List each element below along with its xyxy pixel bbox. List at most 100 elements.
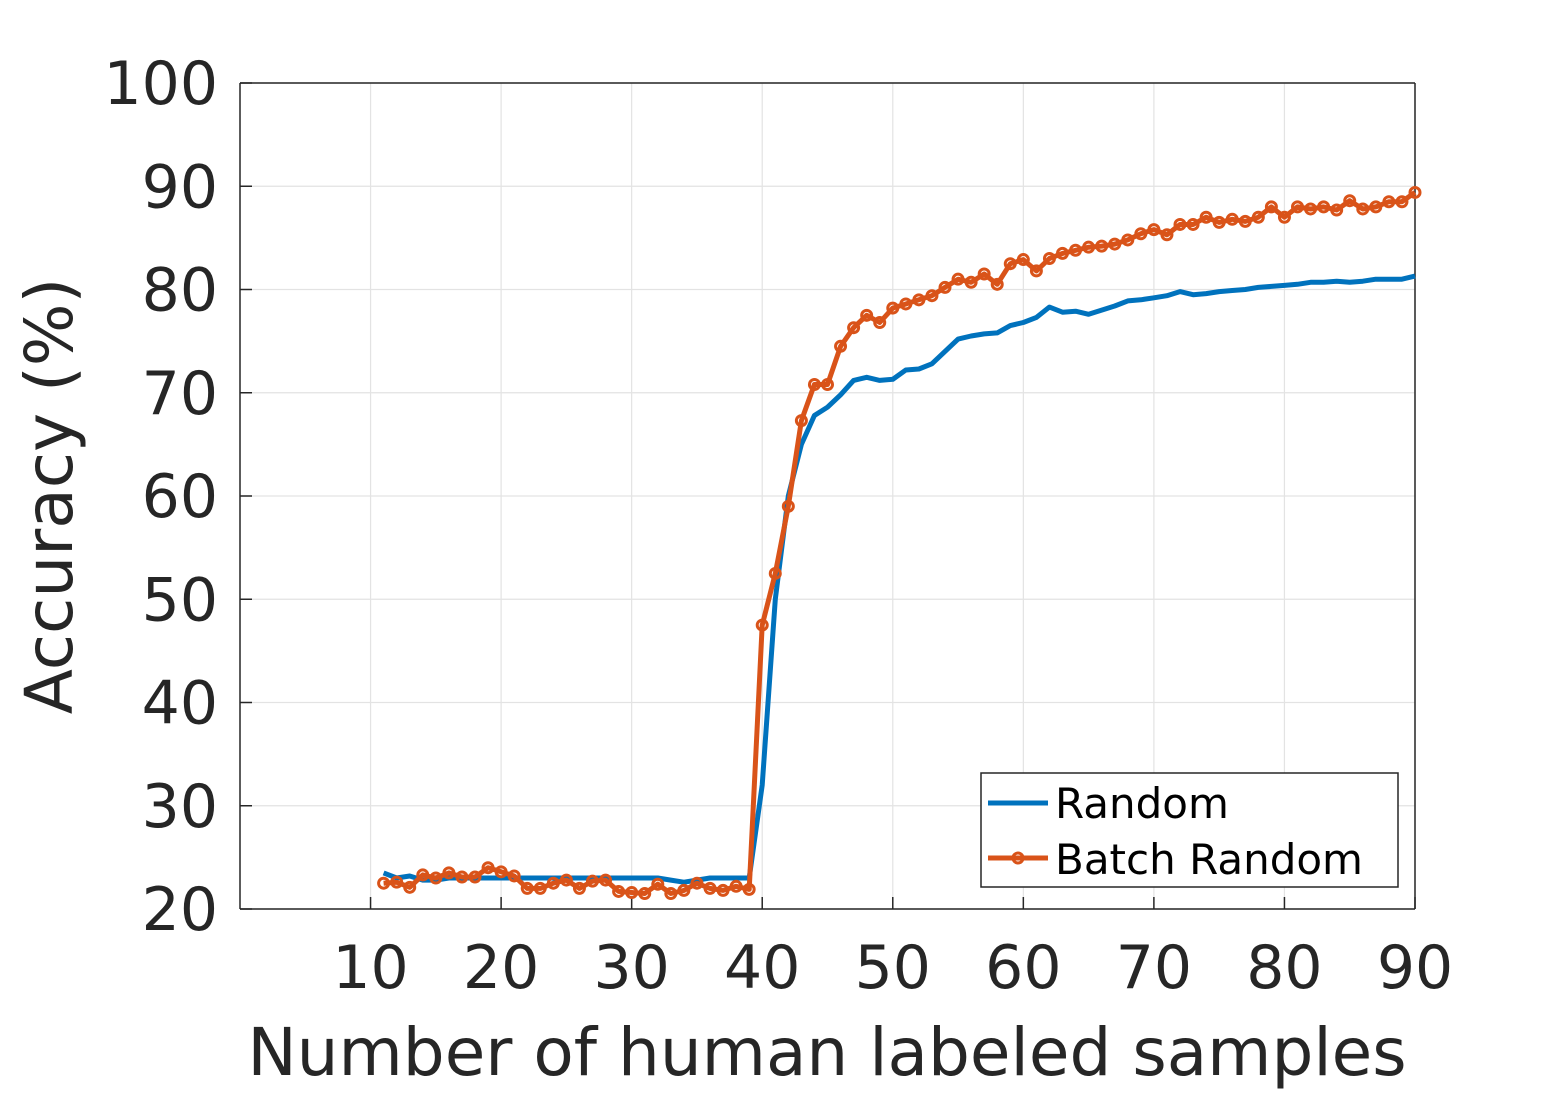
data-point: [1343, 194, 1357, 208]
data-point: [638, 887, 652, 901]
data-point: [768, 566, 782, 580]
data-point: [847, 321, 861, 335]
data-point: [1251, 210, 1265, 224]
data-point: [651, 877, 665, 891]
y-tick-label: 80: [142, 256, 218, 326]
y-tick-label: 50: [142, 565, 218, 635]
x-tick-label: 90: [1377, 933, 1453, 1003]
y-tick-label: 90: [142, 152, 218, 222]
data-point: [416, 868, 430, 882]
data-point: [1382, 195, 1396, 209]
data-point: [572, 881, 586, 895]
data-point: [1212, 215, 1226, 229]
data-point: [468, 870, 482, 884]
data-point: [390, 875, 404, 889]
x-tick-label: 30: [593, 933, 669, 1003]
data-point: [873, 316, 887, 330]
data-point: [1042, 252, 1056, 266]
data-point: [1304, 202, 1318, 216]
data-point: [559, 873, 573, 887]
data-point: [1238, 214, 1252, 228]
y-tick-label: 20: [142, 875, 218, 945]
legend-label-random: Random: [1055, 779, 1229, 828]
data-point: [1173, 217, 1187, 231]
ticks: 10 20 30 40 50 60 70 80 90 20 30 40 50 60 70 80 90 100: [103, 49, 1453, 1003]
data-point: [1395, 195, 1409, 209]
y-tick-label: 30: [142, 772, 218, 842]
data-point: [1095, 239, 1109, 253]
legend-box: [980, 772, 1399, 888]
x-tick-label: 50: [855, 933, 931, 1003]
data-point: [1291, 200, 1304, 214]
data-point: [1121, 233, 1135, 247]
x-tick-label: 80: [1246, 933, 1322, 1003]
data-point: [781, 499, 795, 513]
series-line: [383, 190, 1417, 896]
x-tick-label: 20: [463, 933, 539, 1003]
data-point: [1264, 200, 1278, 214]
data-point: [807, 377, 821, 391]
x-tick-label: 60: [985, 933, 1061, 1003]
data-point: [612, 884, 626, 898]
data-point: [690, 876, 704, 890]
data-point: [1356, 202, 1370, 216]
data-point: [1147, 223, 1161, 237]
data-point: [586, 874, 599, 888]
series: [377, 185, 1422, 901]
data-point: [1369, 200, 1383, 214]
data-point: [834, 339, 848, 353]
data-point: [977, 267, 991, 281]
data-point: [1317, 200, 1331, 214]
data-point: [860, 308, 874, 322]
data-point: [938, 280, 952, 294]
legend-marker-batch-random: [1011, 851, 1025, 865]
data-point: [990, 277, 1004, 291]
data-point: [1186, 217, 1200, 231]
data-point: [755, 618, 769, 632]
x-axis-title: Number of human labeled samples: [247, 1014, 1406, 1091]
data-point: [951, 272, 965, 286]
data-point: [520, 881, 534, 895]
data-point: [442, 866, 456, 880]
data-point: [794, 414, 808, 428]
data-point: [886, 301, 900, 315]
data-point: [1082, 240, 1096, 254]
data-point: [1408, 185, 1422, 199]
data-point: [742, 882, 756, 896]
data-point: [377, 876, 391, 890]
y-axis-title: Accuracy (%): [11, 278, 88, 715]
x-tick-label: 70: [1116, 933, 1192, 1003]
data-point: [1277, 210, 1291, 224]
data-point: [1160, 228, 1174, 242]
x-tick-label: 10: [332, 933, 408, 1003]
data-point: [703, 881, 717, 895]
data-point: [899, 297, 913, 311]
legend-label-batch-random: Batch Random: [1055, 835, 1363, 884]
data-point: [599, 873, 613, 887]
data-point: [729, 879, 743, 893]
data-point: [1003, 257, 1017, 271]
data-point: [1069, 243, 1083, 257]
data-point: [964, 275, 978, 289]
data-point: [403, 880, 417, 894]
data-point: [1134, 227, 1148, 241]
data-point: [1225, 212, 1239, 226]
data-point: [1029, 264, 1043, 278]
data-point: [1056, 246, 1069, 260]
data-point: [507, 869, 521, 883]
series-batch-random: [377, 185, 1422, 901]
data-point: [455, 870, 469, 884]
data-point: [821, 377, 834, 391]
data-point: [925, 289, 939, 303]
data-point: [716, 883, 730, 897]
data-point: [1016, 253, 1030, 267]
y-tick-label: 70: [142, 359, 218, 429]
y-tick-label: 40: [142, 669, 218, 739]
data-point: [664, 887, 678, 901]
data-point: [1199, 210, 1213, 224]
data-point: [1330, 203, 1344, 217]
data-point: [481, 861, 495, 875]
data-point: [429, 871, 443, 885]
